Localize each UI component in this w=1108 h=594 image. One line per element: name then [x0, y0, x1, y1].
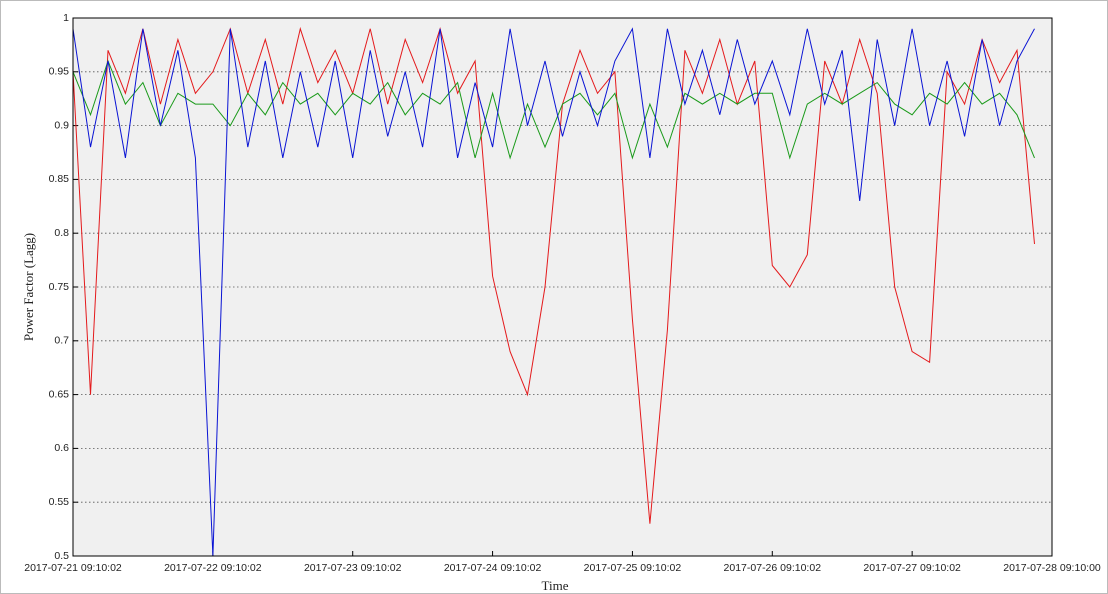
x-tick-label: 2017-07-26 09:10:02	[724, 562, 822, 574]
y-tick-label: 0.95	[49, 66, 70, 78]
y-tick-label: 1	[63, 12, 69, 24]
y-tick-label: 0.85	[49, 173, 70, 185]
x-tick-label: 2017-07-27 09:10:02	[863, 562, 961, 574]
series-line	[72, 27, 1035, 557]
y-tick-label: 0.5	[54, 550, 69, 562]
x-tick-label: 2017-07-25 09:10:02	[584, 562, 682, 574]
y-tick-label: 0.55	[49, 496, 70, 508]
y-axis-label: Power Factor (Lagg)	[21, 233, 36, 341]
x-tick-label: 2017-07-21 09:10:02	[24, 562, 122, 574]
y-tick-label: 0.8	[54, 227, 69, 239]
axes-box	[72, 17, 1053, 557]
y-tick-label: 0.7	[54, 335, 69, 347]
y-tick-label: 0.75	[49, 281, 70, 293]
x-tick-label: 2017-07-24 09:10:02	[444, 562, 542, 574]
x-tick-label: 2017-07-28 09:10:00	[1003, 562, 1101, 574]
y-tick-label: 0.6	[54, 442, 69, 454]
y-tick-label: 0.9	[54, 119, 69, 131]
x-axis-label: Time	[542, 578, 569, 593]
x-tick-label: 2017-07-22 09:10:02	[164, 562, 262, 574]
x-tick-label: 2017-07-23 09:10:02	[304, 562, 402, 574]
series-line	[72, 59, 1035, 160]
y-tick-label: 0.65	[49, 388, 70, 400]
